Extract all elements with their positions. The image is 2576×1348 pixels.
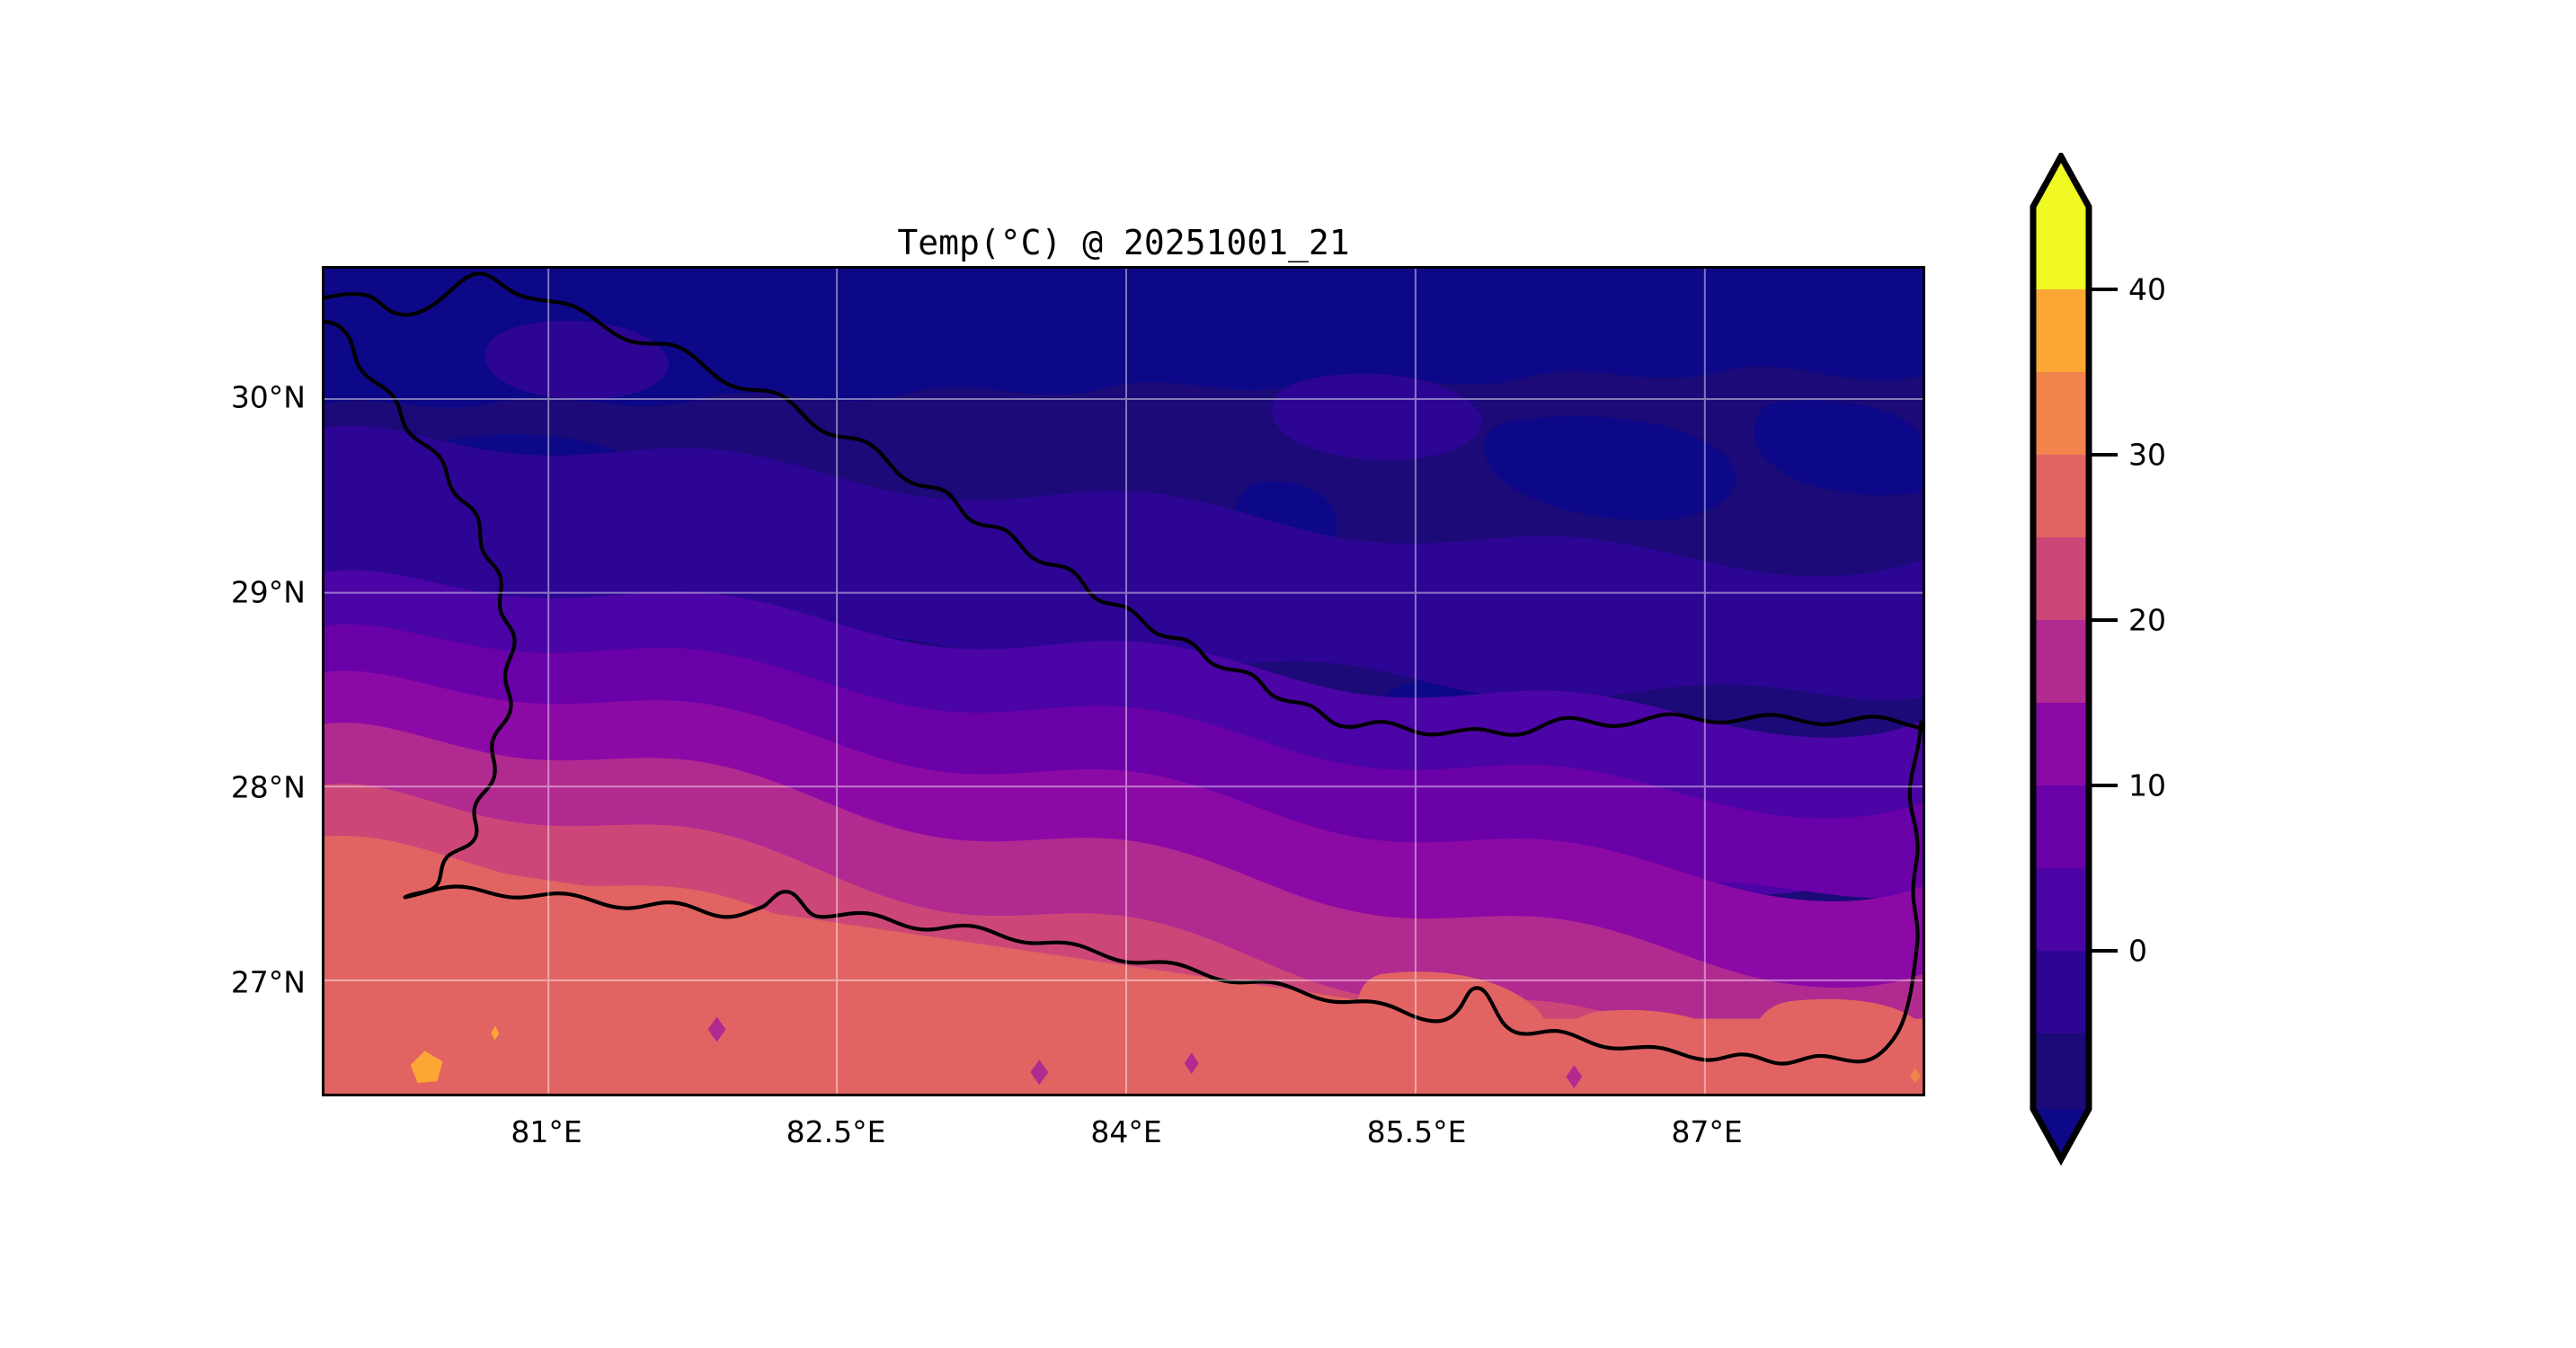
xtick-label-87e: 87°E xyxy=(1671,1114,1743,1149)
ytick-label-30n: 30°N xyxy=(230,379,306,415)
colorbar-swatches xyxy=(2030,153,2118,1166)
colorbar-tick-0: 0 xyxy=(2128,933,2147,969)
temperature-contour-map xyxy=(324,269,1923,1094)
xtick-label-82-5e: 82.5°E xyxy=(786,1114,886,1149)
ytick-label-27n: 27°N xyxy=(230,964,306,1000)
colorbar-tick-40: 40 xyxy=(2128,271,2166,307)
xtick-label-85-5e: 85.5°E xyxy=(1366,1114,1467,1149)
colorbar: 40 30 20 10 0 xyxy=(2030,153,2371,1218)
xtick-label-81e: 81°E xyxy=(511,1114,582,1149)
ytick-label-28n: 28°N xyxy=(230,769,306,805)
colorbar-tick-10: 10 xyxy=(2128,767,2166,803)
ytick-label-29n: 29°N xyxy=(230,574,306,610)
map-axes xyxy=(322,266,1925,1096)
chart-title-line-1: Temp(°C) @ 20251001_21 xyxy=(897,223,1350,263)
xtick-label-84e: 84°E xyxy=(1090,1114,1162,1149)
colorbar-tick-30: 30 xyxy=(2128,437,2166,473)
colorbar-tick-20: 20 xyxy=(2128,602,2166,638)
